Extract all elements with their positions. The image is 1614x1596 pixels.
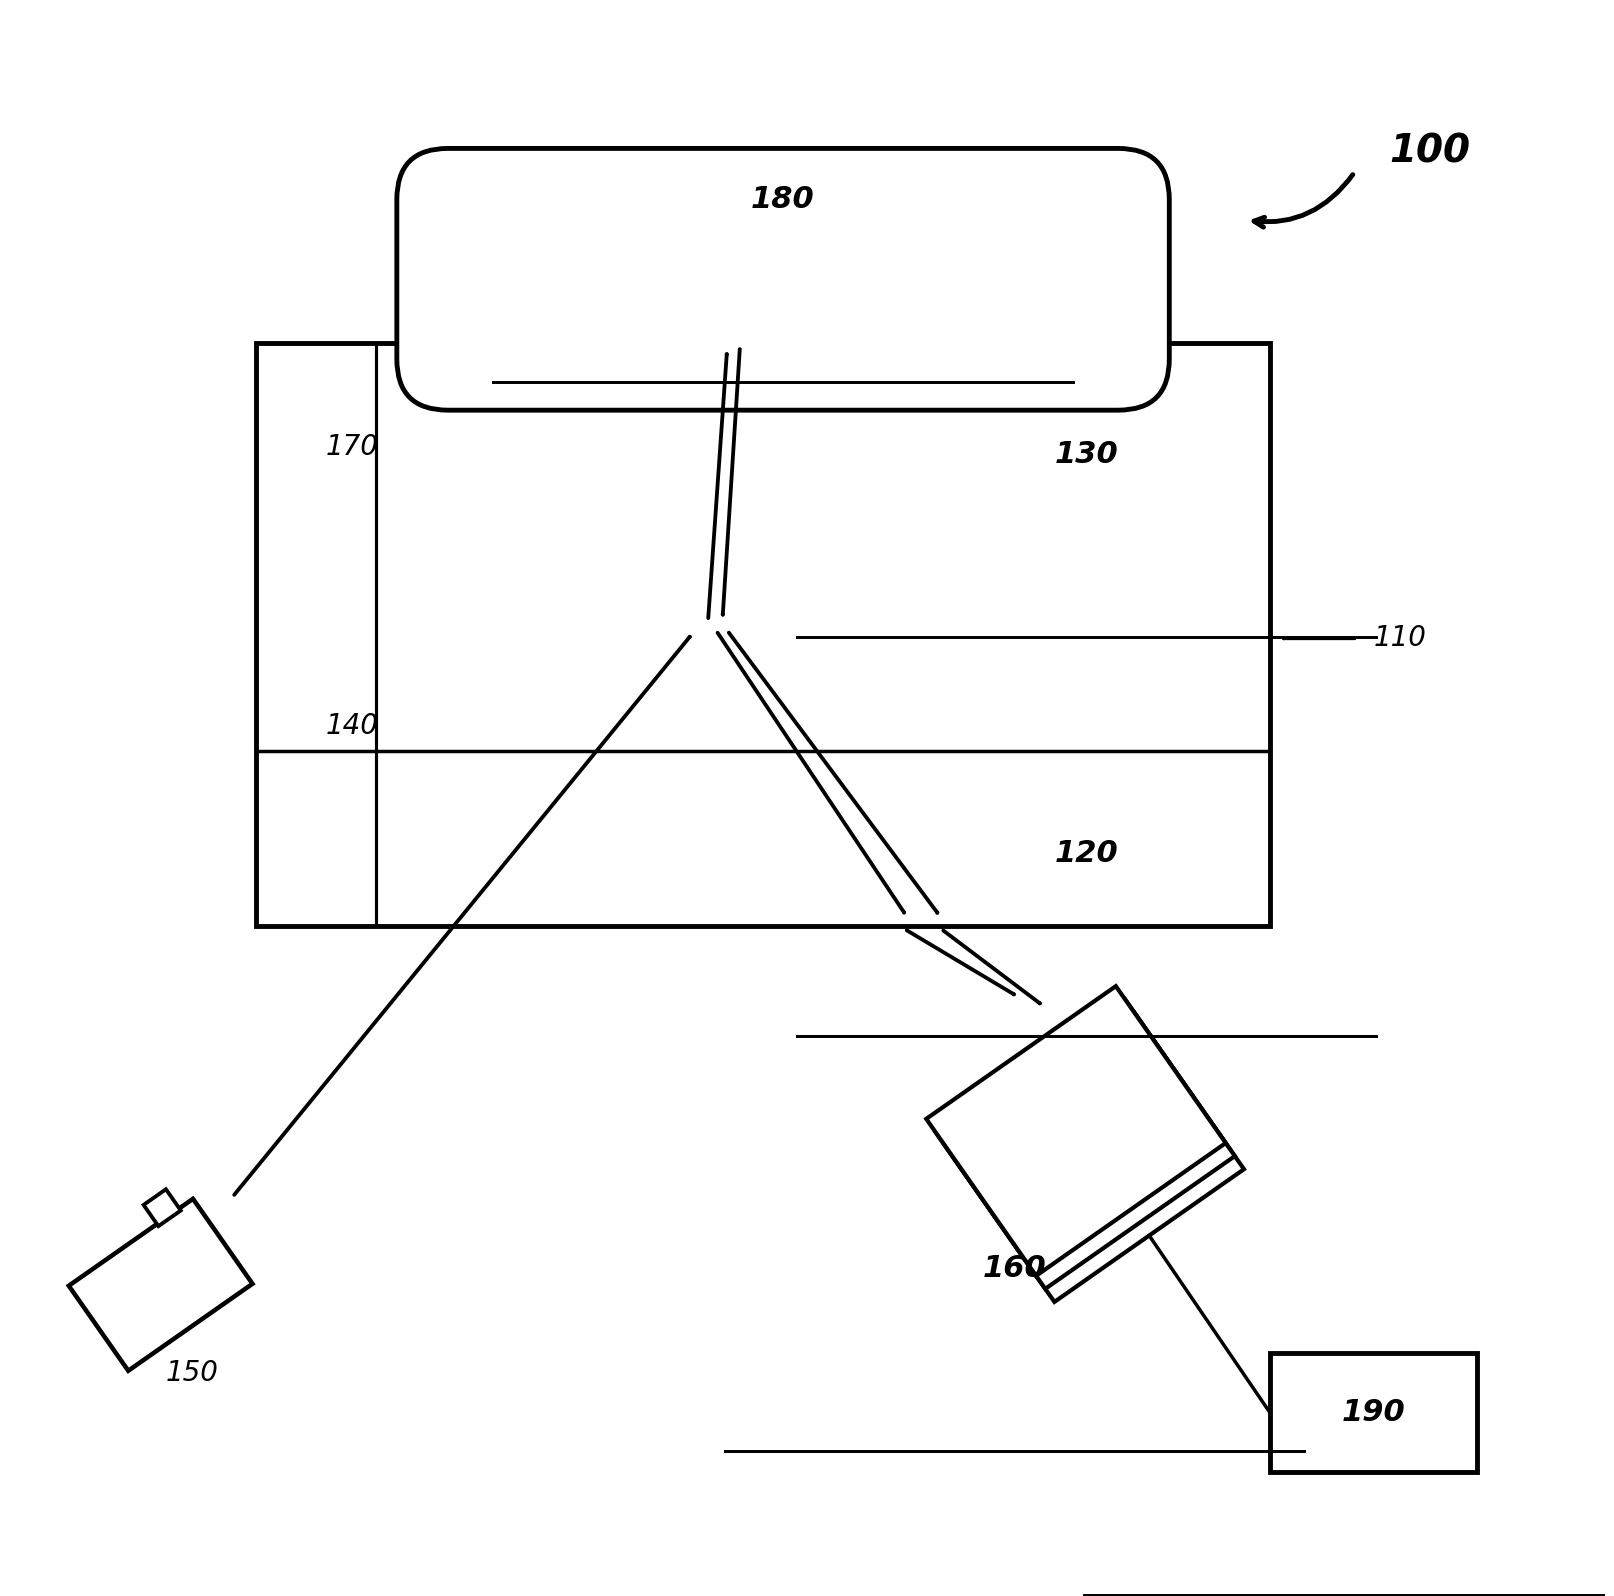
Polygon shape — [936, 999, 1235, 1290]
Text: 170: 170 — [326, 433, 379, 461]
Text: 150: 150 — [166, 1358, 220, 1387]
Polygon shape — [69, 1199, 252, 1371]
FancyBboxPatch shape — [397, 148, 1169, 410]
Text: 120: 120 — [1054, 839, 1119, 868]
Text: 180: 180 — [751, 185, 815, 214]
Polygon shape — [926, 986, 1225, 1275]
Polygon shape — [944, 1012, 1244, 1302]
Text: 140: 140 — [326, 712, 379, 741]
Polygon shape — [144, 1189, 181, 1226]
Text: 100: 100 — [1390, 132, 1470, 171]
Text: 160: 160 — [983, 1254, 1046, 1283]
Text: 190: 190 — [1341, 1398, 1406, 1427]
Text: 130: 130 — [1054, 440, 1119, 469]
Text: 110: 110 — [1374, 624, 1427, 653]
Bar — [1270, 1352, 1477, 1472]
Bar — [257, 343, 1270, 926]
